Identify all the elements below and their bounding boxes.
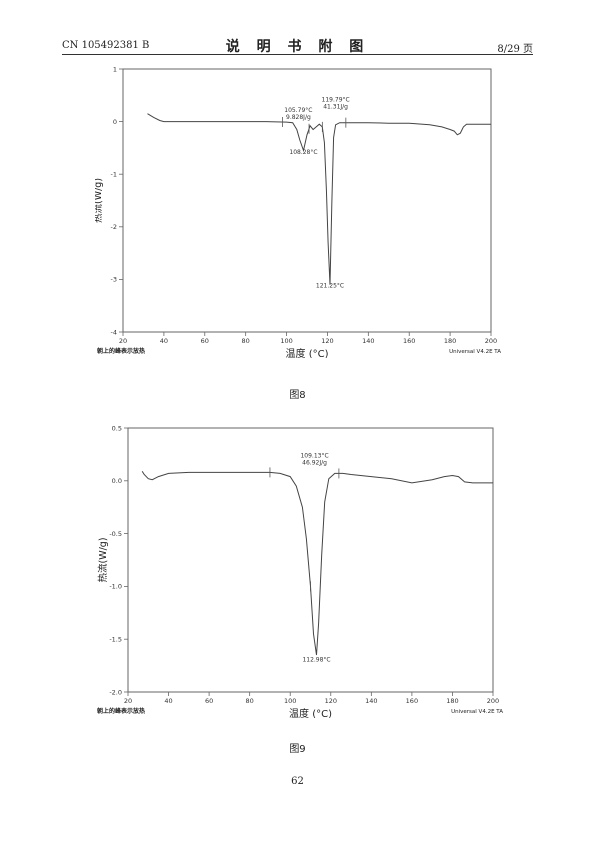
- page-number: 62: [291, 776, 304, 787]
- x-tick-label: 160: [403, 337, 415, 345]
- page-count: 8/29 页: [497, 44, 533, 55]
- x-tick-label: 180: [446, 697, 458, 705]
- y-tick-label: -4: [111, 328, 117, 336]
- figure-9-caption: 图9: [289, 744, 306, 755]
- x-tick-label: 40: [164, 697, 172, 705]
- plot-frame: [122, 68, 492, 333]
- y-tick-label: -1.0: [109, 583, 122, 591]
- x-tick-label: 140: [362, 337, 374, 345]
- footer-note: 朝上的峰表示放热: [97, 707, 145, 715]
- peak-annotation: 119.79°C: [322, 97, 350, 104]
- y-tick-label: -1.5: [109, 636, 122, 644]
- x-tick-label: 60: [201, 337, 209, 345]
- figure-9: 20 40 60 80 100 120 140 160 180 200 0.5 0.0 -0.5 -1.0…: [95, 420, 507, 718]
- section-title: 说 明 书 附 图: [225, 39, 370, 55]
- x-tick-label: 80: [246, 697, 254, 705]
- peak-annotation: 41.31J/g: [323, 104, 348, 111]
- x-tick-label: 60: [205, 697, 213, 705]
- peak-annotation: 46.92J/g: [302, 460, 327, 467]
- x-tick-label: 80: [242, 337, 250, 345]
- dsc-chart-fig8: 20 40 60 80 100 120 140 160 180 200 1 0 -1 -2 -3 -4 温度 (…: [95, 65, 501, 358]
- x-tick-label: 100: [280, 337, 292, 345]
- x-tick-label: 120: [321, 337, 333, 345]
- x-tick-label: 120: [325, 697, 337, 705]
- x-tick-label: 140: [365, 697, 377, 705]
- plot-frame: [127, 427, 494, 693]
- document-id: CN 105492381 B: [62, 40, 150, 51]
- x-tick-label: 100: [284, 697, 296, 705]
- y-axis-label: 热流(W/g): [97, 537, 109, 582]
- y-tick-label: 1: [113, 65, 117, 73]
- figure-8: 20 40 60 80 100 120 140 160 180 200 1 0 -1 -2 -3 -4 温度 (…: [95, 64, 507, 358]
- instrument-label: Universal V4.2E TA: [451, 709, 503, 715]
- x-tick-label: 200: [487, 697, 499, 705]
- peak-annotation: 108.28°C: [289, 149, 317, 156]
- y-tick-label: -3: [111, 276, 117, 284]
- peak-annotation: 105.79°C: [284, 107, 312, 114]
- x-tick-label: 20: [119, 337, 127, 345]
- dsc-chart-fig9: 20 40 60 80 100 120 140 160 180 200 0.5 0.0 -0.5 -1.0…: [97, 424, 503, 718]
- dsc-curve: [141, 471, 493, 656]
- x-tick-label: 160: [406, 697, 418, 705]
- instrument-label: Universal V4.2E TA: [449, 349, 501, 355]
- y-tick-label: 0.5: [112, 424, 122, 432]
- peak-annotation: 109.13°C: [300, 453, 328, 460]
- header-divider: [62, 54, 533, 55]
- peak-annotation: 9.828J/g: [286, 114, 311, 121]
- y-tick-label: -1: [111, 171, 117, 179]
- y-tick-label: -2: [111, 223, 117, 231]
- y-tick-label: -2.0: [109, 688, 122, 696]
- dsc-curve: [147, 113, 491, 285]
- footer-note: 朝上的峰表示放热: [97, 347, 145, 355]
- y-tick-label: 0.0: [112, 477, 122, 485]
- peak-annotation: 121.25°C: [316, 282, 344, 289]
- x-tick-label: 180: [444, 337, 456, 345]
- figure-8-caption: 图8: [289, 390, 306, 401]
- x-tick-label: 20: [124, 697, 132, 705]
- x-axis-label: 温度 (°C): [286, 347, 329, 358]
- x-tick-label: 200: [485, 337, 497, 345]
- x-axis-label: 温度 (°C): [289, 707, 332, 718]
- y-axis-label: 热流(W/g): [95, 178, 104, 223]
- peak-annotation: 112.98°C: [302, 656, 330, 663]
- x-tick-label: 40: [160, 337, 168, 345]
- y-tick-label: -0.5: [109, 530, 122, 538]
- y-tick-label: 0: [113, 118, 117, 126]
